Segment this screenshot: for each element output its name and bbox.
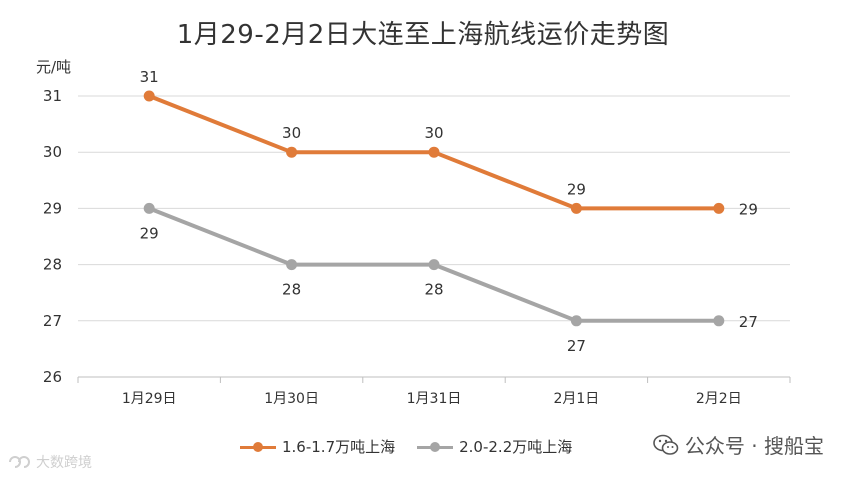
x-tick-label: 2月1日 bbox=[553, 391, 599, 407]
legend: 1.6-1.7万吨上海 2.0-2.2万吨上海 bbox=[240, 436, 572, 457]
series-layer: 31 30 30 29 29 29 28 28 27 27 bbox=[140, 68, 758, 355]
data-label: 29 bbox=[140, 224, 159, 242]
wechat-icon bbox=[653, 434, 679, 455]
x-tick-label: 1月31日 bbox=[407, 391, 462, 407]
corner-watermark: 大数跨境 bbox=[6, 452, 92, 472]
data-label: 28 bbox=[424, 281, 443, 299]
data-label: 29 bbox=[739, 200, 758, 218]
data-label: 29 bbox=[567, 180, 586, 198]
y-axis-unit-label: 元/吨 bbox=[36, 58, 71, 76]
y-tick-label: 26 bbox=[43, 368, 62, 386]
data-point bbox=[143, 202, 155, 214]
legend-label-series-2: 2.0-2.2万吨上海 bbox=[459, 438, 573, 456]
series-2: 29 28 28 27 27 bbox=[140, 202, 758, 355]
y-tick-label: 29 bbox=[43, 199, 62, 217]
data-label: 30 bbox=[424, 124, 443, 142]
legend-item-series-2[interactable]: 2.0-2.2万吨上海 bbox=[417, 436, 572, 457]
x-tick-labels: 1月29日 1月30日 1月31日 2月1日 2月2日 bbox=[122, 391, 742, 407]
data-label: 31 bbox=[140, 68, 159, 86]
y-tick-label: 28 bbox=[43, 256, 62, 274]
y-tick-labels: 26 27 28 29 30 31 bbox=[43, 87, 62, 386]
data-point bbox=[570, 315, 582, 327]
y-tick-label: 31 bbox=[43, 87, 62, 105]
legend-item-series-1[interactable]: 1.6-1.7万吨上海 bbox=[240, 436, 395, 457]
data-point bbox=[143, 90, 155, 102]
data-label: 27 bbox=[739, 313, 758, 331]
data-label: 27 bbox=[567, 337, 586, 355]
x-tick-label: 1月30日 bbox=[264, 391, 319, 407]
y-tick-label: 27 bbox=[43, 312, 62, 330]
watermark-logo-icon bbox=[9, 456, 30, 468]
series-1: 31 30 30 29 29 bbox=[140, 68, 758, 218]
data-point bbox=[428, 259, 440, 271]
x-tick-label: 2月2日 bbox=[696, 391, 742, 407]
legend-swatch-series-1 bbox=[240, 441, 276, 453]
data-point bbox=[570, 202, 582, 214]
data-label: 28 bbox=[282, 281, 301, 299]
chart-title: 1月29-2月2日大连至上海航线运价走势图 bbox=[176, 20, 670, 50]
wechat-watermark: 公众号 · 搜船宝 bbox=[653, 430, 824, 459]
data-label: 30 bbox=[282, 124, 301, 142]
legend-swatch-series-2 bbox=[417, 441, 454, 453]
y-tick-label: 30 bbox=[43, 143, 62, 161]
data-point bbox=[428, 146, 440, 158]
wechat-watermark-text: 公众号 · 搜船宝 bbox=[684, 434, 824, 458]
x-tick-label: 1月29日 bbox=[122, 391, 177, 407]
data-point bbox=[286, 259, 298, 271]
corner-watermark-text: 大数跨境 bbox=[36, 455, 92, 471]
data-point bbox=[286, 146, 298, 158]
data-point bbox=[713, 202, 725, 214]
legend-label-series-1: 1.6-1.7万吨上海 bbox=[282, 438, 396, 456]
data-point bbox=[713, 315, 725, 327]
